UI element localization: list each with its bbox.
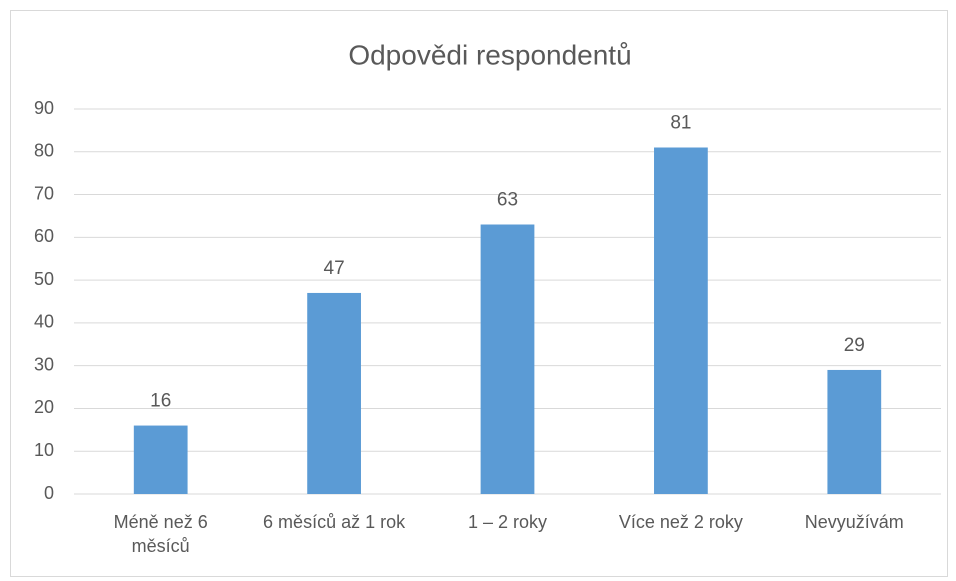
- bar: [480, 224, 535, 494]
- bar: [654, 147, 708, 494]
- bar: [133, 425, 188, 494]
- y-tick-label: 60: [34, 226, 54, 246]
- y-tick-label: 10: [34, 440, 54, 460]
- chart-title: Odpovědi respondentů: [348, 39, 631, 70]
- data-label: 81: [670, 113, 691, 134]
- y-tick-label: 80: [34, 141, 54, 161]
- bar: [307, 292, 361, 494]
- data-label: 63: [497, 190, 518, 211]
- y-tick-label: 30: [34, 354, 54, 374]
- y-tick-label: 50: [34, 269, 54, 289]
- x-tick-label: Nevyužívám: [804, 512, 904, 532]
- data-label: 16: [150, 391, 171, 412]
- bar: [827, 369, 882, 494]
- y-tick-label: 90: [34, 98, 54, 118]
- x-tick-label: 1 – 2 roky: [467, 512, 548, 532]
- data-label: 47: [324, 258, 345, 279]
- x-tick-label: 6 měsíců až 1 rok: [263, 512, 406, 532]
- data-label: 29: [844, 335, 865, 356]
- y-tick-label: 0: [44, 483, 54, 503]
- x-tick-label: Více než 2 roky: [618, 512, 743, 532]
- y-tick-label: 40: [34, 312, 54, 332]
- y-tick-label: 70: [34, 183, 54, 203]
- y-tick-label: 20: [34, 397, 54, 417]
- x-tick-label: Méně než 6 měsíců: [113, 512, 208, 556]
